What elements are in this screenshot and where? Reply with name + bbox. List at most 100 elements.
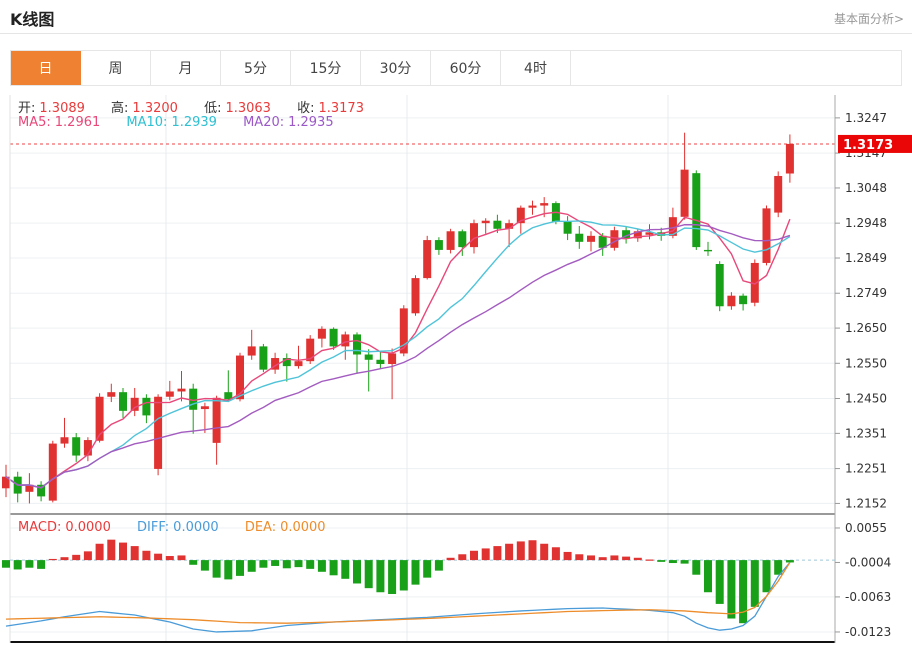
axis-tick-label: 1.2450 [845,392,887,406]
tab-day[interactable]: 日 [11,51,81,85]
candle [399,308,408,354]
candle [236,355,244,400]
tab-month[interactable]: 月 [151,51,221,85]
candle [505,223,514,229]
macd-bar [399,560,408,591]
candle [481,220,490,224]
macd-bar [785,560,794,563]
candle [189,388,198,410]
axis-tick-label: 1.2351 [845,426,887,440]
macd-bar [470,550,478,561]
candle [83,440,92,456]
axis-tick-label: -0.0004 [845,555,891,569]
diff-value: 0.0000 [173,520,219,535]
dea-line [5,562,791,624]
candle [610,230,619,248]
macd-bar [458,554,467,561]
ma20-line [5,224,791,489]
tab-15min[interactable]: 15分 [291,51,361,85]
macd-bar [165,556,174,561]
macd-bar [774,560,783,575]
tab-4hour[interactable]: 4时 [501,51,571,85]
candle [446,231,455,250]
candle [668,217,677,236]
macd-bar [13,560,22,570]
candle [200,406,209,410]
ma5-label: MA5: [18,115,51,130]
macd-bar [668,560,677,564]
low-value: 1.3063 [225,101,271,116]
macd-bar [750,560,759,607]
macd-bar [189,560,198,565]
candle [224,392,233,400]
candle [692,173,701,248]
open-label: 开: [18,101,36,116]
candle [130,397,139,411]
macd-legend: MACD: 0.0000 DIFF: 0.0000 DEA: 0.0000 [18,520,330,535]
macd-bar [657,560,666,562]
close-label: 收: [297,101,315,116]
header-divider [0,33,912,34]
macd-bar [704,560,712,593]
macd-bar [727,560,736,619]
tab-week[interactable]: 周 [81,51,151,85]
candle [750,262,759,303]
candle [376,359,385,365]
macd-label: MACD: [18,520,62,535]
dea-label: DEA: [244,520,277,535]
macd-bar [598,557,607,561]
macd-bar [72,554,81,561]
macd-bar [83,551,92,561]
macd-bar [680,560,689,564]
macd-bar [692,560,701,575]
candle [411,278,420,314]
macd-value: 0.0000 [65,520,111,535]
candle [645,232,654,235]
tab-30min[interactable]: 30分 [361,51,431,85]
ma5-line [5,211,791,489]
axis-tick-label: 1.2948 [845,216,887,230]
macd-bar [306,560,315,569]
macd-bar [388,560,397,594]
diff-label: DIFF: [137,520,170,535]
candle [364,354,373,360]
candle [282,358,291,367]
macd-bar [516,541,525,561]
candle [587,235,595,242]
candle [95,396,104,441]
ma10-label: MA10: [126,115,168,130]
candle [470,223,478,248]
candle [25,484,34,492]
tab-5min[interactable]: 5分 [221,51,291,85]
current-price-badge [838,134,912,153]
macd-bar [633,557,642,561]
macd-bar [739,560,748,624]
candle [516,207,525,224]
low-label: 低: [204,101,222,116]
macd-bar [505,543,514,561]
macd-bar [48,558,57,561]
candle [165,391,174,397]
candle [727,295,736,307]
axis-tick-label: 1.2650 [845,321,887,335]
candle [294,361,303,367]
macd-bar [224,560,233,580]
candle [177,388,186,392]
macd-bar [212,560,221,578]
ma10-line [5,220,791,489]
macd-bar [575,554,584,561]
candle [306,338,315,362]
macd-bar [411,560,420,585]
ma5-value: 1.2961 [54,115,101,130]
candle [680,169,689,217]
tab-60min[interactable]: 60分 [431,51,501,85]
macd-bar [587,555,595,561]
macd-bar [329,560,338,576]
macd-bar [294,560,303,568]
candle [271,358,280,370]
candle [598,235,607,248]
axis-tick-label: 1.2251 [845,462,887,476]
fundamental-analysis-link[interactable]: 基本面分析> [833,12,904,26]
high-value: 1.3200 [132,101,178,116]
